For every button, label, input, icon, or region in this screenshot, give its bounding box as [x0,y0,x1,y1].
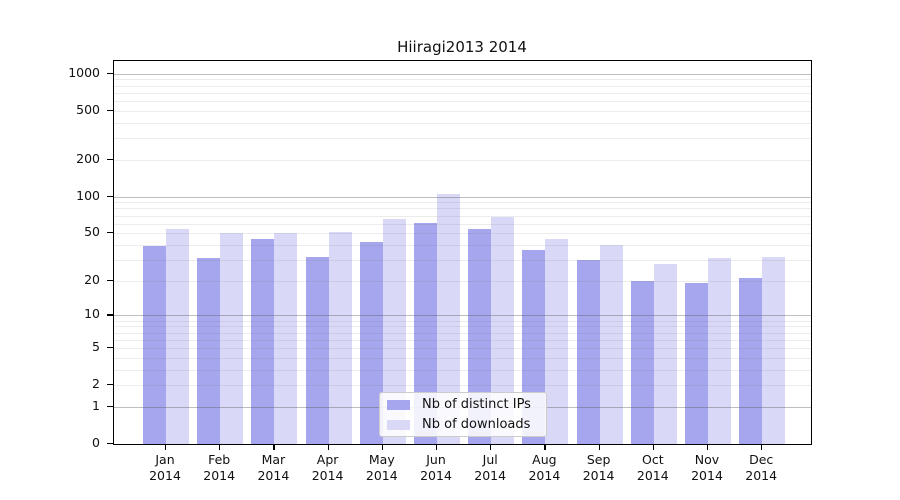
bars-layer [114,61,811,444]
bar-downloads-dec-2014 [762,256,786,444]
x-tick-label-aug-2014: Aug 2014 [528,452,561,483]
x-tick-label-apr-2014: Apr 2014 [311,452,344,483]
bar-downloads-oct-2014 [653,263,677,444]
y-tick-label-2: 2 [92,376,100,392]
bar-downloads-aug-2014 [545,238,569,444]
x-tick-label-may-2014: May 2014 [365,452,398,483]
x-tick-mark-sep-2014 [598,445,600,450]
chart-legend: Nb of distinct IPs Nb of downloads [379,392,547,437]
legend-swatch-distinct-ips [387,399,410,410]
bar-distinct-ips-jun-2014 [414,222,437,444]
y-tick-mark-50 [107,232,113,234]
bar-downloads-sep-2014 [599,244,623,444]
x-tick-label-mar-2014: Mar 2014 [257,452,290,483]
y-tick-label-1000: 1000 [68,64,100,80]
x-tick-label-jul-2014: Jul 2014 [474,452,507,483]
bar-distinct-ips-apr-2014 [305,256,329,444]
y-tick-mark-2 [107,384,113,386]
x-tick-mark-oct-2014 [652,445,654,450]
y-tick-label-500: 500 [76,101,100,117]
x-tick-mark-dec-2014 [761,445,763,450]
bar-distinct-ips-nov-2014 [685,283,708,444]
y-tick-mark-20 [107,279,113,282]
bar-downloads-jan-2014 [166,229,189,444]
x-tick-mark-mar-2014 [273,445,275,450]
bar-downloads-apr-2014 [328,232,352,444]
bar-distinct-ips-sep-2014 [576,259,600,444]
y-tick-mark-0 [107,443,113,445]
bar-downloads-may-2014 [382,218,406,444]
x-tick-label-nov-2014: Nov 2014 [691,452,723,483]
x-tick-mark-feb-2014 [219,445,221,450]
legend-item-downloads: Nb of downloads [387,415,546,435]
legend-swatch-downloads [387,419,410,430]
x-tick-label-feb-2014: Feb 2014 [203,452,236,483]
x-tick-mark-aug-2014 [544,445,546,450]
y-tick-label-5: 5 [92,338,100,354]
y-tick-label-20: 20 [84,271,100,287]
y-tick-label-1: 1 [92,397,100,413]
x-tick-mark-jan-2014 [165,445,167,450]
plot-area: Nb of distinct IPs Nb of downloads [113,60,812,445]
y-tick-label-10: 10 [84,306,100,322]
y-tick-label-0: 0 [92,435,100,450]
bar-downloads-jun-2014 [437,193,460,444]
y-tick-mark-200 [107,158,113,160]
chart-title: Hiiragi2013 2014 [397,38,527,56]
legend-label-downloads: Nb of downloads [422,417,531,432]
bar-distinct-ips-may-2014 [359,242,383,444]
x-tick-mark-jul-2014 [490,445,492,450]
bar-downloads-mar-2014 [274,233,298,444]
bar-distinct-ips-dec-2014 [739,278,763,444]
y-tick-mark-100 [107,195,113,197]
bar-distinct-ips-oct-2014 [630,280,654,444]
y-tick-mark-500 [107,109,113,112]
legend-label-distinct-ips: Nb of distinct IPs [422,397,531,412]
x-tick-label-sep-2014: Sep 2014 [582,452,615,483]
bar-distinct-ips-mar-2014 [251,238,275,444]
y-tick-mark-10 [107,314,113,316]
bar-downloads-feb-2014 [220,233,244,444]
x-tick-label-dec-2014: Dec 2014 [745,452,778,483]
x-tick-mark-nov-2014 [707,445,709,450]
y-tick-label-50: 50 [84,224,100,240]
y-tick-label-100: 100 [76,187,100,203]
y-tick-mark-1000 [107,72,113,74]
x-tick-mark-may-2014 [381,445,383,450]
x-tick-label-jun-2014: Jun 2014 [420,452,452,483]
x-tick-label-oct-2014: Oct 2014 [636,452,669,483]
y-tick-label-200: 200 [76,150,100,166]
x-tick-mark-apr-2014 [327,445,329,450]
legend-item-distinct-ips: Nb of distinct IPs [387,395,546,415]
bar-distinct-ips-jul-2014 [468,229,492,444]
x-tick-mark-jun-2014 [436,445,438,450]
bar-downloads-nov-2014 [708,258,731,444]
y-tick-mark-1 [107,405,113,408]
bar-distinct-ips-jan-2014 [143,246,166,444]
bar-distinct-ips-feb-2014 [197,258,221,444]
x-tick-label-jan-2014: Jan 2014 [149,452,181,483]
bar-downloads-jul-2014 [491,217,515,444]
y-tick-mark-5 [107,346,113,349]
